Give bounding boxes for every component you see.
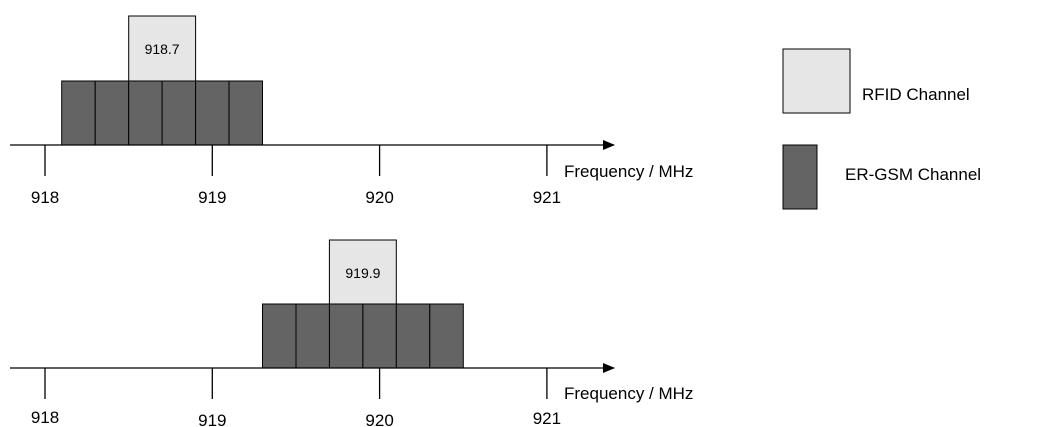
gsm-channel-block (328, 303, 364, 369)
gsm-channel-block (195, 80, 230, 146)
gsm-channel-group (61, 80, 263, 146)
gsm-channel-block (429, 303, 464, 369)
legend-rfid-label: RFID Channel (862, 85, 970, 104)
rfid-channel-frequency-label: 918.7 (145, 41, 180, 57)
tick-label-918: 918 (31, 408, 59, 427)
axis-ticks (44, 368, 548, 399)
gsm-channel-block (295, 303, 330, 369)
gsm-channel-block (228, 80, 263, 146)
tick-label-920: 920 (365, 188, 393, 207)
tick-label-918: 918 (31, 188, 59, 207)
gsm-channel-block (94, 80, 130, 146)
legend-gsm-label: ER-GSM Channel (845, 165, 981, 184)
legend-gsm-swatch (782, 144, 818, 210)
rfid-channel-block (128, 15, 197, 82)
tick-label-919: 919 (198, 411, 226, 427)
rfid-channel-frequency-label: 919.9 (345, 265, 380, 281)
gsm-channel-block (161, 80, 197, 146)
tick-label-919: 919 (198, 188, 226, 207)
tick-label-921: 921 (533, 409, 561, 427)
panel-top: 918.7 918 919 920 921 Frequency / MHz (10, 15, 693, 207)
gsm-channel-group (262, 303, 464, 369)
gsm-channel-block (128, 80, 163, 146)
legend: RFID Channel ER-GSM Channel (782, 48, 981, 210)
axis-label: Frequency / MHz (564, 162, 693, 181)
rfid-channel-block (328, 239, 397, 305)
gsm-channel-block (395, 303, 431, 369)
gsm-channel-block (362, 303, 397, 369)
gsm-channel-block (262, 303, 297, 369)
axis-label: Frequency / MHz (564, 384, 693, 403)
gsm-channel-block (61, 80, 96, 146)
legend-rfid-swatch (782, 48, 851, 114)
tick-label-920: 920 (365, 411, 393, 427)
axis-ticks (44, 145, 548, 176)
panel-bottom: 919.9 918 919 920 921 Frequency / MHz (10, 239, 693, 427)
tick-label-921: 921 (533, 188, 561, 207)
